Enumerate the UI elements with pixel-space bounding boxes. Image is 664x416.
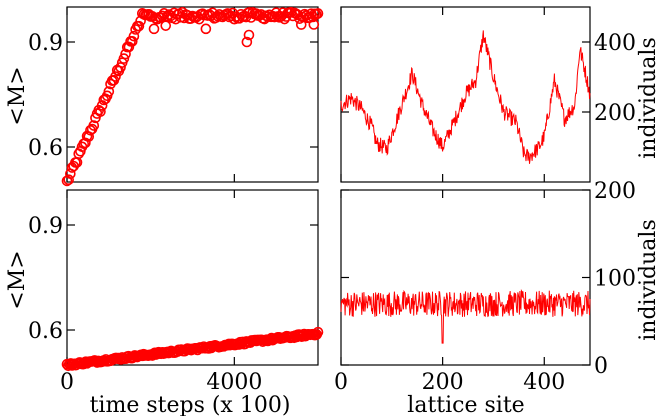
ytick-label: 200 bbox=[594, 179, 636, 204]
series-points bbox=[61, 6, 324, 187]
data-point bbox=[110, 71, 121, 82]
xlabel-bottom-right: lattice site bbox=[407, 393, 524, 416]
ytick-label: 0 bbox=[594, 354, 608, 379]
ylabel-bottom-left: <M> bbox=[5, 250, 30, 309]
xtick-label: 200 bbox=[422, 370, 464, 395]
data-point bbox=[200, 23, 212, 35]
series-line bbox=[340, 30, 591, 164]
data-point bbox=[118, 53, 130, 64]
ylabel-top-right: individuals bbox=[636, 37, 661, 158]
ytick-label: 0.6 bbox=[28, 136, 63, 161]
ylabel-bottom-right: individuals bbox=[636, 219, 661, 340]
data-point bbox=[241, 36, 253, 48]
ytick-label: 0.9 bbox=[28, 214, 63, 239]
xtick-label: 4000 bbox=[206, 370, 262, 395]
data-point bbox=[312, 8, 324, 19]
ytick-label: 0.9 bbox=[28, 31, 63, 56]
data-point bbox=[63, 174, 74, 186]
ytick-label: 0.6 bbox=[28, 319, 63, 344]
panel-frame-bottom-left bbox=[66, 189, 319, 366]
data-point bbox=[95, 106, 106, 117]
data-layer bbox=[61, 6, 591, 372]
data-point bbox=[115, 62, 126, 73]
panel-frame-top-right bbox=[340, 6, 591, 183]
data-point bbox=[243, 29, 255, 41]
data-point bbox=[126, 36, 138, 47]
data-point bbox=[158, 8, 170, 19]
data-point bbox=[295, 19, 307, 30]
data-point bbox=[312, 326, 324, 338]
ytick-label: 200 bbox=[594, 101, 636, 126]
ylabel-top-left: <M> bbox=[5, 66, 30, 125]
xlabel-bottom-left: time steps (x 100) bbox=[90, 393, 291, 416]
ytick-label: 400 bbox=[594, 31, 636, 56]
data-point bbox=[148, 23, 160, 35]
xtick-label: 400 bbox=[523, 370, 565, 395]
data-point bbox=[160, 20, 172, 31]
data-point bbox=[128, 30, 140, 42]
panel-frame-top-left bbox=[66, 6, 319, 183]
data-point bbox=[103, 86, 115, 97]
data-point bbox=[80, 137, 91, 149]
data-point bbox=[133, 20, 145, 32]
xtick-label: 0 bbox=[334, 370, 348, 395]
panel-frame-bottom-right bbox=[340, 189, 591, 366]
ytick-label: 100 bbox=[594, 267, 636, 292]
series-points bbox=[61, 326, 324, 372]
data-point bbox=[262, 11, 274, 22]
xtick-label: 0 bbox=[60, 370, 74, 395]
data-point bbox=[88, 120, 100, 131]
data-point bbox=[308, 19, 320, 30]
series-line bbox=[340, 289, 591, 344]
data-point bbox=[123, 41, 135, 53]
